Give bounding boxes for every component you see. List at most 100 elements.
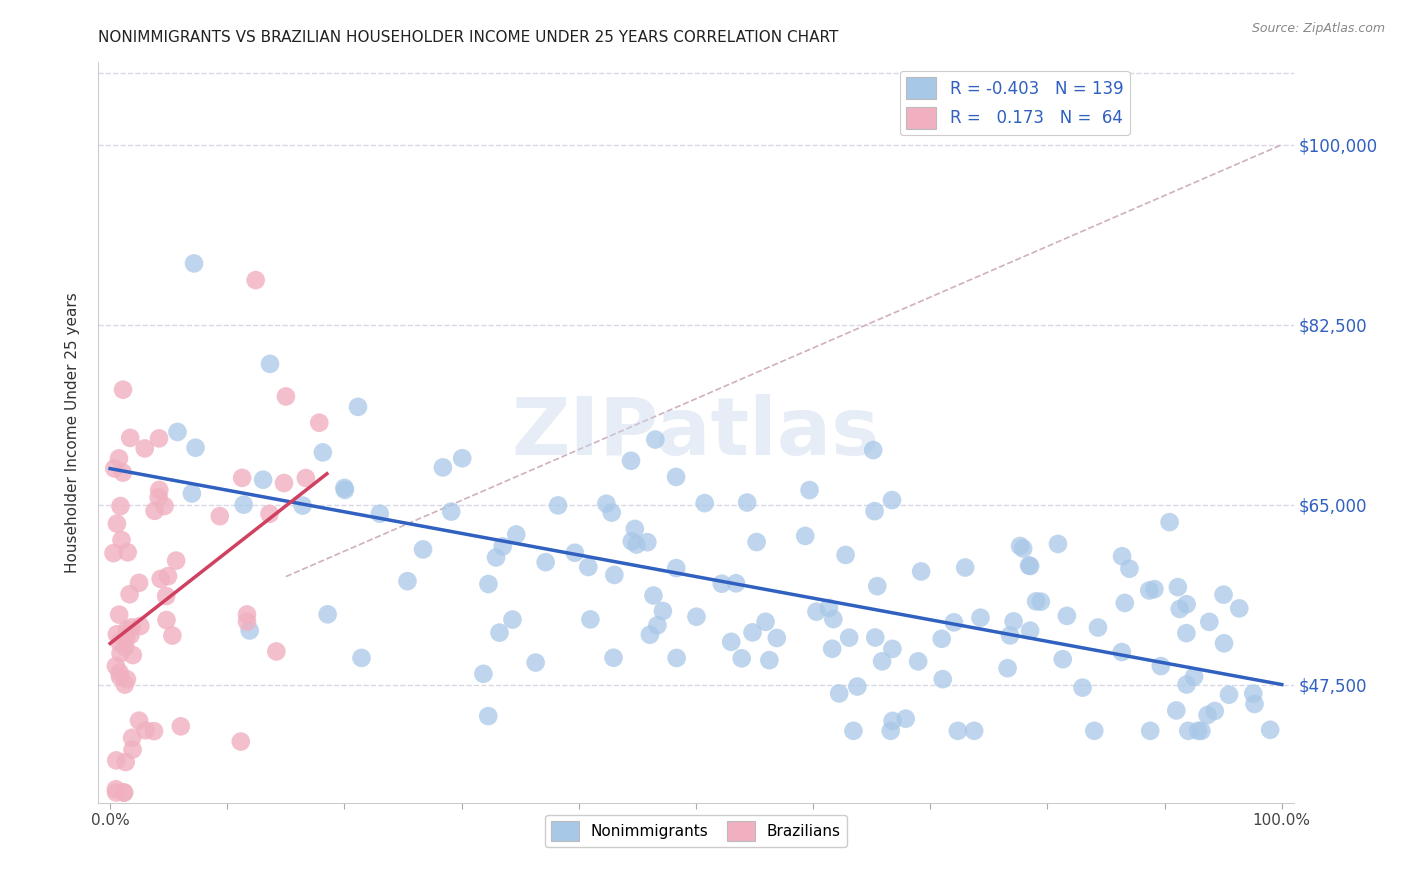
Point [396, 574, 419, 589]
Point [412, 542, 434, 557]
Point [492, 540, 515, 554]
Point [932, 672, 955, 686]
Point [1087, 621, 1109, 635]
Point [1012, 541, 1035, 556]
Point [1175, 597, 1198, 611]
Point [291, 499, 314, 513]
Point [295, 471, 318, 485]
Point [115, 631, 138, 645]
Point [488, 625, 510, 640]
Point [114, 677, 136, 691]
Point [866, 579, 889, 593]
Point [685, 609, 707, 624]
Point [665, 561, 688, 575]
Point [153, 499, 176, 513]
Point [643, 589, 665, 603]
Point [1187, 723, 1209, 738]
Point [129, 619, 152, 633]
Point [472, 666, 495, 681]
Point [818, 601, 841, 615]
Point [1204, 704, 1226, 718]
Point [1218, 688, 1240, 702]
Point [1111, 645, 1133, 659]
Point [600, 506, 623, 520]
Point [148, 491, 170, 505]
Point [636, 535, 658, 549]
Point [232, 498, 254, 512]
Point [103, 461, 125, 475]
Point [1083, 723, 1105, 738]
Point [155, 589, 177, 603]
Point [693, 496, 716, 510]
Point [165, 553, 187, 567]
Point [963, 723, 986, 738]
Point [907, 654, 929, 668]
Point [1046, 537, 1069, 551]
Point [148, 483, 170, 497]
Point [880, 723, 903, 738]
Point [731, 651, 754, 665]
Point [524, 656, 547, 670]
Point [120, 620, 142, 634]
Point [735, 495, 758, 509]
Point [115, 623, 138, 637]
Point [1002, 615, 1025, 629]
Point [624, 522, 647, 536]
Point [603, 568, 626, 582]
Point [105, 627, 128, 641]
Point [117, 545, 139, 559]
Point [121, 648, 143, 662]
Point [143, 504, 166, 518]
Point [564, 546, 586, 560]
Point [1019, 559, 1042, 574]
Point [180, 486, 202, 500]
Point [273, 476, 295, 491]
Point [108, 665, 131, 680]
Point [333, 483, 356, 497]
Point [105, 516, 128, 531]
Point [1241, 687, 1264, 701]
Point [823, 612, 845, 626]
Point [155, 613, 177, 627]
Point [1243, 697, 1265, 711]
Point [368, 507, 391, 521]
Point [1212, 588, 1234, 602]
Point [882, 641, 904, 656]
Point [111, 383, 134, 397]
Point [432, 460, 454, 475]
Point [108, 451, 131, 466]
Point [259, 357, 281, 371]
Point [505, 527, 527, 541]
Point [602, 650, 624, 665]
Point [143, 724, 166, 739]
Point [170, 719, 193, 733]
Point [231, 471, 253, 485]
Point [166, 425, 188, 439]
Point [114, 640, 136, 654]
Point [104, 659, 127, 673]
Point [1071, 681, 1094, 695]
Point [440, 505, 463, 519]
Point [1258, 723, 1281, 737]
Point [842, 723, 865, 738]
Point [534, 555, 557, 569]
Point [1167, 580, 1189, 594]
Point [110, 499, 132, 513]
Point [754, 615, 776, 629]
Point [111, 466, 134, 480]
Point [128, 575, 150, 590]
Point [110, 533, 132, 547]
Point [828, 686, 851, 700]
Point [953, 560, 976, 574]
Point [236, 607, 259, 622]
Point [724, 576, 747, 591]
Point [576, 560, 599, 574]
Point [745, 535, 768, 549]
Point [236, 615, 259, 629]
Point [1137, 583, 1160, 598]
Point [451, 451, 474, 466]
Point [1227, 601, 1250, 615]
Text: NONIMMIGRANTS VS BRAZILIAN HOUSEHOLDER INCOME UNDER 25 YEARS CORRELATION CHART: NONIMMIGRANTS VS BRAZILIAN HOUSEHOLDER I… [98, 29, 839, 45]
Point [347, 400, 370, 414]
Point [997, 661, 1019, 675]
